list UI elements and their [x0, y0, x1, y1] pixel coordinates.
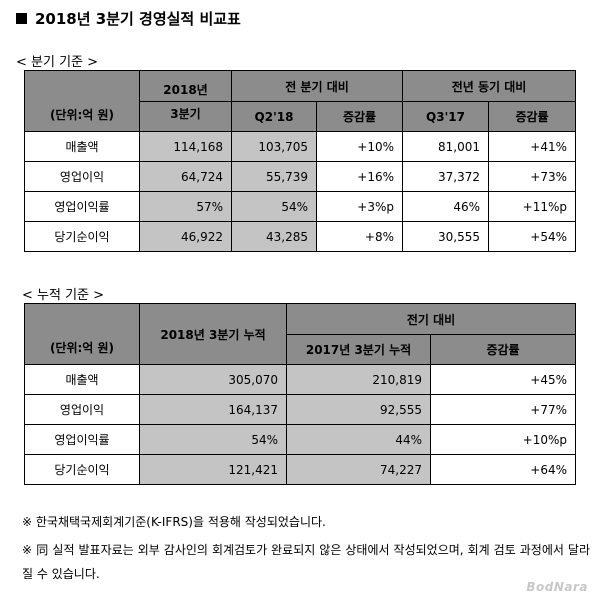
table-cell: 74,227: [286, 454, 431, 485]
row-label: 영업이익: [24, 394, 140, 425]
table-cell: 44%: [286, 424, 431, 455]
quarterly-table: (단위:억 원) 2018년 전 분기 대비 전년 동기 대비 3분기 Q2'1…: [24, 70, 577, 252]
table-cell: 46%: [402, 191, 489, 222]
table-cell: 37,372: [402, 161, 489, 192]
column-header: 증감률: [430, 334, 576, 365]
table-cell: 54%: [139, 424, 287, 455]
bodnara-watermark-logo: BodNara: [526, 580, 588, 594]
cumulative-year-header: 2018년 3분기 누적: [139, 303, 287, 365]
row-label: 영업이익: [24, 161, 140, 192]
unit-label: (단위:억 원): [24, 70, 140, 132]
table-cell: 81,001: [402, 131, 489, 162]
column-header: 증감률: [487, 101, 577, 132]
row-label: 영업이익률: [24, 191, 140, 222]
table-row: 영업이익률 57% 54% +3%p 46% +11%p: [24, 191, 577, 222]
table-cell: 210,819: [286, 364, 431, 395]
page-title: 2018년 3분기 경영실적 비교표: [16, 8, 241, 29]
table-cell: 114,168: [139, 131, 232, 162]
table-cell: +3%p: [316, 191, 403, 222]
prev-year-header: 전년 동기 대비: [401, 70, 577, 102]
column-header: Q2'18: [231, 101, 317, 132]
quarterly-section-label: < 분기 기준 >: [16, 55, 99, 70]
year-label-bottom: 3분기: [139, 101, 232, 132]
table-row: 영업이익률 54% 44% +10%p: [24, 424, 576, 455]
table-cell: 64,724: [139, 161, 232, 192]
table-cell: 54%: [231, 191, 317, 222]
table-cell: 92,555: [286, 394, 431, 425]
table-cell: 103,705: [231, 131, 317, 162]
table-row: 당기순이익 46,922 43,285 +8% 30,555 +54%: [24, 221, 577, 252]
table-cell: +45%: [430, 364, 576, 395]
row-label: 영업이익률: [24, 424, 140, 455]
table-row: 당기순이익 121,421 74,227 +64%: [24, 454, 576, 485]
table-cell: 43,285: [231, 221, 317, 252]
row-label: 당기순이익: [24, 454, 140, 485]
row-label: 매출액: [24, 131, 140, 162]
footnote-ifrs: ※ 한국채택국제회계기준(K-IFRS)을 적용해 작성되었습니다.: [22, 515, 326, 529]
table-cell: 57%: [139, 191, 232, 222]
square-bullet-icon: [16, 13, 27, 24]
footnote-review: ※ 同 실적 발표자료는 외부 감사인의 회계검토가 완료되지 않은 상태에서 …: [22, 543, 590, 581]
table-cell: 30,555: [402, 221, 489, 252]
row-label: 매출액: [24, 364, 140, 395]
table-cell: 46,922: [139, 221, 232, 252]
unit-label: (단위:억 원): [24, 303, 140, 365]
table-cell: +64%: [430, 454, 576, 485]
table-cell: +10%: [316, 131, 403, 162]
table-cell: 305,070: [139, 364, 287, 395]
table-cell: +8%: [316, 221, 403, 252]
prev-quarter-header: 전 분기 대비: [231, 70, 403, 102]
table-cell: +10%p: [430, 424, 576, 455]
table-row: 영업이익 64,724 55,739 +16% 37,372 +73%: [24, 161, 577, 192]
cumulative-table: (단위:억 원) 2018년 3분기 누적 전기 대비 2017년 3분기 누적…: [24, 303, 576, 485]
table-cell: +41%: [487, 131, 577, 162]
table-cell: +73%: [487, 161, 577, 192]
table-cell: +77%: [430, 394, 576, 425]
cumulative-section-label: < 누적 기준 >: [22, 288, 105, 303]
table-row: 매출액 114,168 103,705 +10% 81,001 +41%: [24, 131, 577, 162]
table-row: 매출액 305,070 210,819 +45%: [24, 364, 576, 395]
table-cell: +11%p: [487, 191, 577, 222]
table-cell: +54%: [487, 221, 577, 252]
table-cell: 121,421: [139, 454, 287, 485]
table-cell: +16%: [316, 161, 403, 192]
prior-period-header: 전기 대비: [286, 303, 576, 335]
table-row: 영업이익 164,137 92,555 +77%: [24, 394, 576, 425]
row-label: 당기순이익: [24, 221, 140, 252]
table-cell: 164,137: [139, 394, 287, 425]
column-header: 2017년 3분기 누적: [286, 334, 431, 365]
column-header: 증감률: [316, 101, 403, 132]
year-label-top: 2018년: [139, 70, 232, 102]
table-cell: 55,739: [231, 161, 317, 192]
column-header: Q3'17: [402, 101, 489, 132]
